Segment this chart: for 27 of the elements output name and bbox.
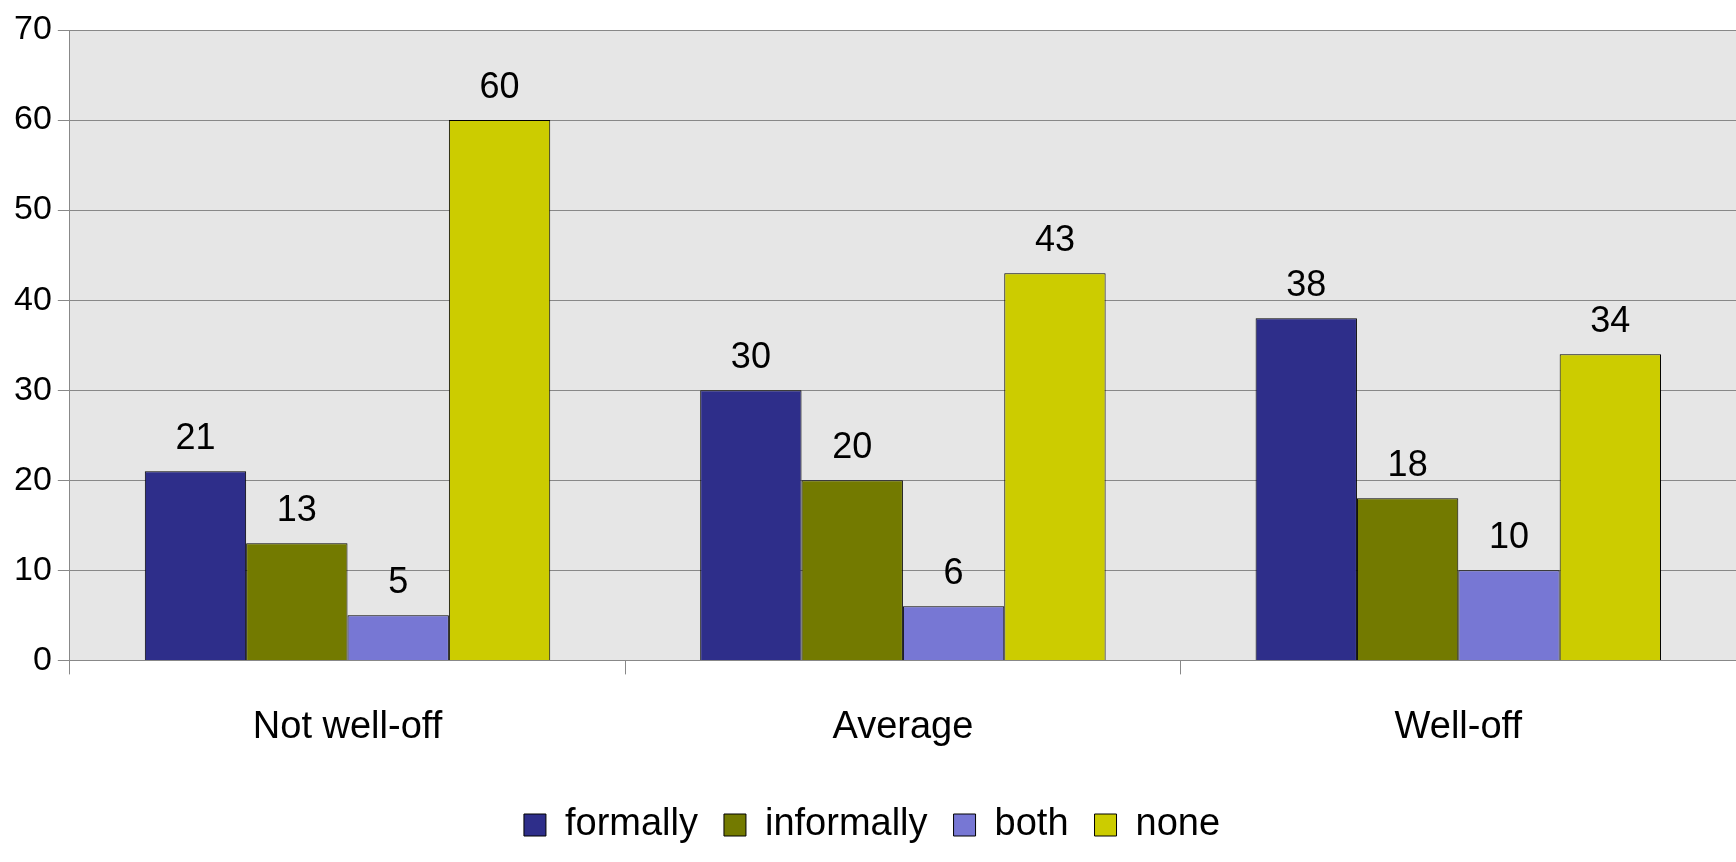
legend-label: formally <box>564 801 698 844</box>
data-label: 60 <box>479 64 520 106</box>
y-tick-label: 50 <box>13 188 52 227</box>
data-label: 18 <box>1387 443 1428 485</box>
data-label: 10 <box>1488 515 1530 557</box>
data-label: 43 <box>1034 218 1075 260</box>
y-tick-label: 40 <box>13 278 52 317</box>
y-tick-label: 70 <box>13 8 52 47</box>
y-tick-label: 60 <box>13 98 52 137</box>
x-tick-label: Well-off <box>1394 703 1523 746</box>
y-tick-label: 20 <box>13 458 52 497</box>
legend-label: informally <box>764 801 928 844</box>
data-label: 34 <box>1590 299 1631 341</box>
data-label: 30 <box>730 335 771 377</box>
x-tick-label: Not well-off <box>252 703 443 746</box>
data-label: 38 <box>1286 263 1327 305</box>
y-tick-label: 10 <box>13 548 52 587</box>
legend-label: both <box>994 801 1069 844</box>
legend-label: none <box>1135 801 1221 844</box>
data-label: 13 <box>276 488 317 530</box>
data-label: 21 <box>175 416 216 458</box>
y-tick-label: 0 <box>32 638 52 677</box>
data-label: 5 <box>388 560 409 602</box>
y-tick-label: 30 <box>13 368 52 407</box>
data-label: 6 <box>943 551 964 593</box>
data-label: 20 <box>832 425 873 467</box>
x-tick-label: Average <box>832 703 974 746</box>
